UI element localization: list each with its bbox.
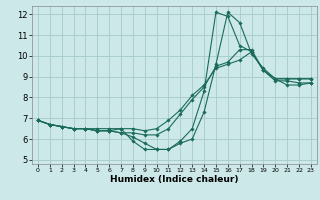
- X-axis label: Humidex (Indice chaleur): Humidex (Indice chaleur): [110, 175, 239, 184]
